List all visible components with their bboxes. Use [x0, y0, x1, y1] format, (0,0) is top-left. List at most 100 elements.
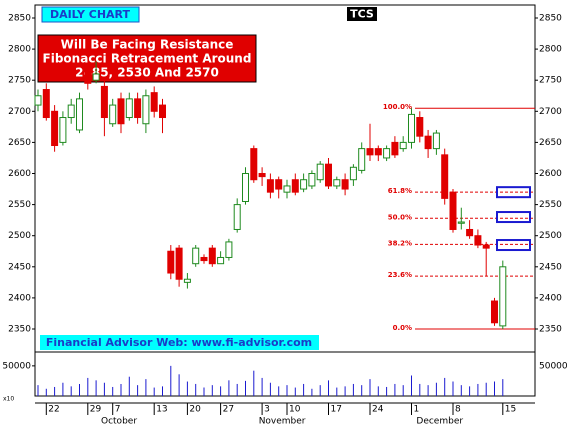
fib-label: 0.0%	[393, 324, 412, 332]
label-box	[41, 6, 140, 23]
candle-body	[51, 110, 59, 147]
candle-body	[482, 244, 490, 249]
fib-label: 100.0%	[383, 103, 412, 111]
y-tick-label: 2700	[8, 107, 31, 117]
chart-label: DAILY CHART	[50, 8, 131, 21]
fib-label: 61.8%	[388, 187, 412, 195]
candle-body	[258, 173, 266, 178]
candle-body	[67, 104, 75, 119]
candle-body	[499, 266, 507, 327]
candle-body	[84, 67, 92, 84]
candle-body	[142, 95, 150, 125]
candle-body	[358, 148, 366, 171]
candle-body	[233, 204, 241, 230]
candle-body	[491, 300, 498, 324]
volume-tick-label: 50000	[2, 361, 31, 371]
y-tick-label: 2550	[539, 200, 562, 210]
candle-body	[250, 148, 258, 181]
y-tick-label: 2800	[8, 45, 31, 55]
candle-body	[325, 163, 332, 187]
chart-title: TCS	[350, 8, 374, 21]
y-tick-label: 2700	[539, 107, 562, 117]
annotation: 2485, 2530 And 2570	[75, 66, 219, 80]
x-tick-label: 20	[189, 405, 201, 415]
candle-body	[92, 73, 100, 81]
candle-body	[408, 113, 415, 143]
candle-body	[192, 247, 200, 265]
y-tick-label: 2750	[8, 76, 31, 86]
y-tick-label: 2450	[8, 262, 31, 272]
candle-body	[374, 148, 382, 156]
footer-box	[40, 335, 319, 350]
y-tick-label: 2500	[539, 231, 562, 241]
candle-body	[150, 92, 158, 112]
candle-body	[242, 173, 249, 202]
volume-unit: x10	[3, 396, 14, 403]
candle-body	[200, 256, 208, 262]
candle-body	[109, 104, 117, 125]
y-tick-label: 2400	[8, 293, 31, 303]
candle-body	[349, 166, 357, 181]
candle-body	[225, 241, 233, 258]
candle-body	[175, 247, 183, 280]
annotation: Fibonacci Retracement Around	[43, 52, 252, 66]
candle-body	[159, 104, 166, 119]
fib-label: 50.0%	[388, 213, 412, 221]
fib-label: 23.6%	[388, 271, 412, 279]
y-tick-label: 2350	[539, 325, 562, 335]
fib-label: 38.2%	[388, 239, 412, 247]
candle-body	[283, 185, 291, 193]
candle-body	[449, 191, 457, 230]
x-tick-label: 22	[48, 405, 59, 415]
candle-body	[432, 132, 440, 150]
candle-body	[59, 117, 67, 143]
month-label: October	[101, 417, 137, 427]
annotation: Will Be Facing Resistance	[61, 38, 234, 52]
y-tick-label: 2350	[8, 325, 31, 335]
candle-body	[366, 148, 374, 156]
candle-body	[441, 154, 449, 199]
x-tick-label: 24	[372, 405, 384, 415]
x-tick-label: 29	[90, 405, 102, 415]
candle-body	[424, 135, 432, 150]
candle-body	[266, 179, 274, 193]
candle-body	[466, 228, 474, 237]
y-tick-label: 2600	[539, 169, 562, 179]
x-tick-label: 15	[505, 405, 516, 415]
candle-body	[416, 117, 424, 137]
candle-body	[333, 179, 341, 187]
y-tick-label: 2850	[539, 14, 562, 24]
resistance-box	[496, 186, 531, 199]
y-tick-label: 2450	[539, 262, 562, 272]
y-tick-label: 2500	[8, 231, 31, 241]
resistance-box	[496, 239, 531, 252]
candle-body	[34, 95, 42, 106]
month-label: November	[259, 417, 306, 427]
candle-body	[275, 179, 283, 190]
frame	[34, 4, 536, 397]
candle-body	[76, 98, 83, 131]
y-tick-label: 2650	[539, 138, 562, 148]
x-tick-label: 7	[115, 405, 121, 415]
x-tick-label: 17	[331, 405, 342, 415]
x-tick-label: 27	[223, 405, 234, 415]
candle-body	[208, 247, 216, 265]
candle-body	[391, 141, 399, 156]
y-tick-label: 2600	[8, 169, 31, 179]
y-tick-label: 2550	[8, 200, 31, 210]
volume-tick-label: 50000	[539, 361, 568, 371]
candle-body	[134, 98, 142, 119]
candle-body	[308, 173, 316, 187]
candle-body	[300, 179, 308, 190]
candle-body	[100, 85, 108, 119]
x-tick-label: 3	[264, 405, 270, 415]
annotation-box	[37, 34, 257, 83]
candle-body	[167, 250, 175, 274]
candle-body	[474, 235, 482, 246]
y-tick-label: 2650	[8, 138, 31, 148]
candle-body	[217, 256, 225, 265]
candle-body	[457, 221, 465, 224]
title-box	[347, 7, 377, 21]
y-tick-label: 2750	[539, 76, 562, 86]
